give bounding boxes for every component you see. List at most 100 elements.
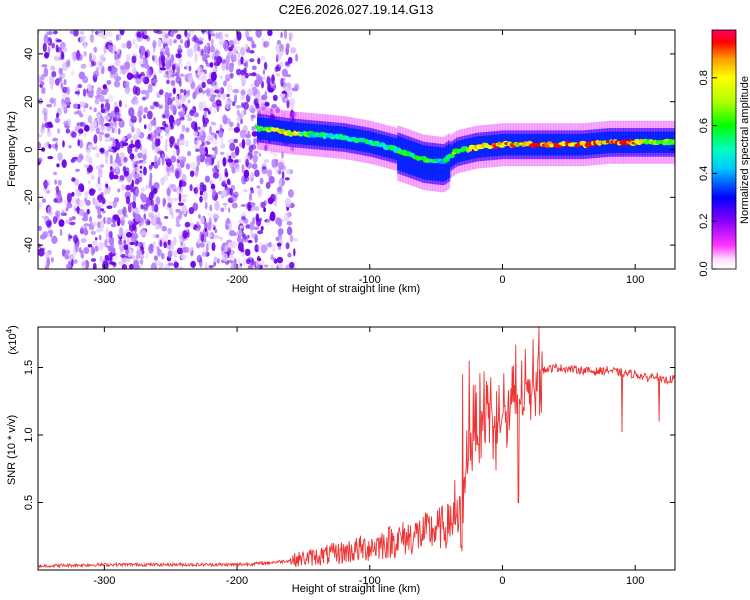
noise-speck xyxy=(257,57,261,65)
noise-speck xyxy=(198,101,203,111)
noise-speck xyxy=(103,190,109,195)
noise-speck xyxy=(149,172,153,181)
noise-speck xyxy=(281,68,288,78)
x-tick-label: -300 xyxy=(93,274,115,286)
noise-speck xyxy=(216,130,219,134)
noise-speck xyxy=(204,146,209,157)
noise-speck xyxy=(147,133,152,140)
noise-speck xyxy=(101,197,106,205)
noise-speck xyxy=(90,245,95,256)
noise-speck xyxy=(253,137,257,145)
noise-speck xyxy=(241,138,246,149)
noise-speck xyxy=(93,70,99,78)
noise-speck xyxy=(46,31,53,35)
noise-speck xyxy=(179,133,185,141)
noise-speck xyxy=(292,237,299,242)
noise-speck xyxy=(154,155,158,165)
noise-speck xyxy=(167,227,172,235)
noise-speck xyxy=(193,187,199,195)
noise-speck xyxy=(158,104,164,109)
noise-speck xyxy=(128,143,136,148)
noise-speck xyxy=(289,261,295,269)
noise-speck xyxy=(240,56,244,65)
noise-speck xyxy=(104,239,108,248)
noise-speck xyxy=(104,138,110,142)
noise-speck xyxy=(182,106,187,112)
noise-speck xyxy=(148,244,154,254)
noise-speck xyxy=(151,202,155,213)
noise-speck xyxy=(187,37,190,48)
noise-speck xyxy=(193,145,199,149)
noise-speck xyxy=(120,160,125,165)
noise-speck xyxy=(151,55,155,61)
noise-speck xyxy=(275,73,281,77)
noise-speck xyxy=(130,201,134,206)
noise-speck xyxy=(90,230,96,235)
ridge-halo xyxy=(425,145,428,180)
noise-speck xyxy=(197,46,201,52)
noise-speck xyxy=(176,247,184,255)
noise-speck xyxy=(69,235,73,239)
noise-speck xyxy=(175,95,179,100)
noise-speck xyxy=(125,184,131,191)
noise-speck xyxy=(196,221,200,226)
noise-speck xyxy=(132,134,139,141)
noise-speck xyxy=(94,145,98,151)
noise-speck xyxy=(50,257,54,263)
noise-speck xyxy=(254,206,260,212)
noise-speck xyxy=(290,146,295,152)
noise-speck xyxy=(177,156,183,161)
noise-speck xyxy=(203,110,207,117)
noise-speck xyxy=(123,170,129,177)
noise-speck xyxy=(212,171,219,179)
noise-speck xyxy=(111,127,115,133)
noise-speck xyxy=(130,235,136,243)
noise-speck xyxy=(197,76,202,81)
ridge-halo xyxy=(422,145,425,180)
noise-speck xyxy=(239,46,246,56)
noise-speck xyxy=(119,175,125,182)
noise-speck xyxy=(243,189,248,193)
noise-speck xyxy=(278,170,282,175)
noise-speck xyxy=(229,188,233,196)
noise-speck xyxy=(97,206,102,215)
noise-speck xyxy=(140,187,146,192)
noise-speck xyxy=(109,154,113,163)
noise-speck xyxy=(112,174,119,180)
noise-speck xyxy=(214,228,218,234)
noise-speck xyxy=(51,71,57,78)
noise-speck xyxy=(233,259,237,269)
noise-speck xyxy=(209,204,213,212)
noise-speck xyxy=(90,174,95,181)
noise-speck xyxy=(81,253,84,259)
noise-speck xyxy=(251,86,258,97)
x-tick-label: -200 xyxy=(226,274,248,286)
noise-speck xyxy=(38,141,42,149)
spectrogram-x-label: Height of straight line (km) xyxy=(292,283,420,295)
noise-speck xyxy=(212,140,219,145)
noise-speck xyxy=(125,196,131,205)
noise-speck xyxy=(222,157,227,167)
noise-speck xyxy=(108,44,113,53)
noise-speck xyxy=(149,167,152,171)
noise-speck xyxy=(150,199,154,206)
noise-speck xyxy=(40,81,45,86)
noise-speck xyxy=(275,54,279,63)
noise-speck xyxy=(114,158,121,164)
noise-speck xyxy=(125,90,128,94)
noise-speck xyxy=(96,181,103,189)
noise-speck xyxy=(126,72,133,80)
noise-speck xyxy=(213,261,216,267)
noise-speck xyxy=(109,171,114,180)
noise-speck xyxy=(110,223,117,228)
noise-speck xyxy=(241,215,246,221)
noise-speck xyxy=(56,112,59,119)
noise-speck xyxy=(185,163,191,170)
noise-speck xyxy=(263,200,267,206)
noise-speck xyxy=(266,169,273,178)
noise-speck xyxy=(138,116,142,123)
noise-speck xyxy=(170,54,174,63)
noise-speck xyxy=(166,166,171,177)
noise-speck xyxy=(73,103,78,109)
